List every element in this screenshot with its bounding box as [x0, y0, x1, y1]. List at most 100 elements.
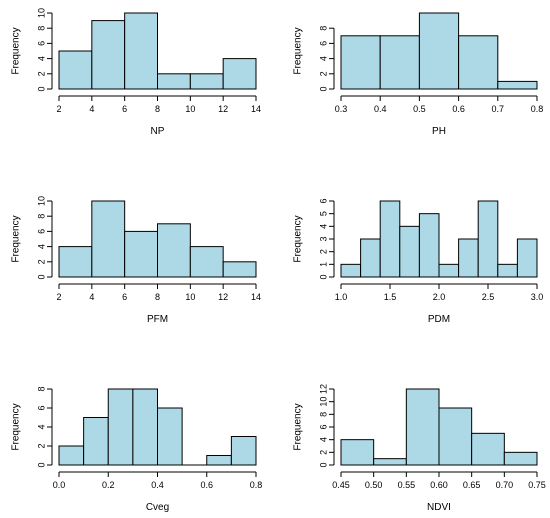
pfm-bar-3 — [157, 223, 191, 278]
ph-y-tick-label: 6 — [318, 41, 328, 46]
pdm-bar-8 — [497, 263, 518, 278]
ndvi-bar-3 — [438, 407, 473, 466]
ndvi-y-tick-label: 8 — [318, 412, 328, 417]
ph-y-tick-label: 8 — [318, 26, 328, 31]
pdm-y-tick-label: 4 — [318, 224, 328, 229]
ndvi-y-tick-label: 12 — [318, 384, 328, 394]
np-bar-4 — [189, 73, 224, 90]
ndvi-x-tick-label: 0.50 — [365, 480, 383, 490]
ph-bar-2 — [418, 12, 460, 90]
cveg-y-axis-title: Frequency — [11, 403, 22, 450]
ph-bar-3 — [458, 35, 499, 90]
cveg-y-tick-label: 2 — [36, 443, 46, 448]
cveg-x-axis-title: Cveg — [146, 502, 169, 513]
cveg-bar-2 — [107, 388, 134, 466]
pfm-bar-1 — [91, 200, 126, 278]
pdm-bar-4 — [418, 213, 440, 278]
ndvi-x-tick-label: 0.60 — [430, 480, 448, 490]
ndvi-x-axis-title: NDVI — [427, 502, 451, 513]
np-bar-2 — [124, 12, 158, 90]
pdm-bar-0 — [340, 263, 362, 278]
ndvi-y-tick-label: 6 — [318, 424, 328, 429]
cveg-x-tick-label: 0.6 — [200, 480, 213, 490]
pdm-bar-3 — [399, 225, 420, 278]
pfm-x-tick-label: 2 — [56, 292, 61, 302]
ph-bar-1 — [379, 35, 420, 90]
np-x-tick-label: 8 — [155, 104, 160, 114]
cveg-bar-1 — [83, 417, 109, 466]
pfm-x-tick-label: 12 — [218, 292, 228, 302]
pdm-bar-6 — [458, 238, 479, 278]
pdm-y-tick-label: 0 — [318, 274, 328, 279]
ndvi-y-tick-label: 4 — [318, 437, 328, 442]
ph-bar-0 — [340, 35, 381, 90]
pfm-y-tick-label: 6 — [36, 229, 46, 234]
ndvi-x-tick-label: 0.45 — [332, 480, 350, 490]
ph-x-tick-label: 0.7 — [492, 104, 505, 114]
pdm-bar-2 — [379, 200, 401, 278]
pfm-y-axis-title: Frequency — [11, 215, 22, 262]
pdm-y-tick-label: 2 — [318, 249, 328, 254]
pdm-bar-7 — [477, 200, 499, 278]
pdm-y-tick-label: 5 — [318, 211, 328, 216]
ndvi-bar-1 — [373, 458, 407, 466]
ndvi-x-tick-label: 0.55 — [398, 480, 416, 490]
pdm-y-tick-label: 3 — [318, 236, 328, 241]
pfm-bar-4 — [189, 246, 224, 278]
pdm-bar-5 — [438, 263, 460, 278]
cveg-y-tick-label: 8 — [36, 386, 46, 391]
ph-x-axis-title: PH — [432, 126, 446, 137]
cveg-y-tick-label: 0 — [36, 462, 46, 467]
pfm-bar-2 — [124, 230, 158, 278]
pfm-y-tick-label: 4 — [36, 244, 46, 249]
cveg-x-tick-label: 0.8 — [250, 480, 263, 490]
ndvi-x-tick-label: 0.65 — [463, 480, 481, 490]
pfm-x-tick-label: 4 — [89, 292, 94, 302]
pdm-y-axis-title: Frequency — [293, 215, 304, 262]
np-x-tick-label: 12 — [218, 104, 228, 114]
pdm-y-tick-label: 6 — [318, 198, 328, 203]
cveg-x-tick-label: 0.0 — [53, 480, 66, 490]
ndvi-y-axis-title: Frequency — [293, 403, 304, 450]
np-y-tick-label: 0 — [36, 86, 46, 91]
ndvi-y-tick-label: 2 — [318, 450, 328, 455]
ph-bar-4 — [497, 80, 538, 90]
ndvi-y-tick-label: 10 — [318, 397, 328, 407]
ph-x-tick-label: 0.8 — [531, 104, 544, 114]
pdm-x-tick-label: 2.0 — [433, 292, 446, 302]
pfm-y-tick-label: 2 — [36, 259, 46, 264]
pfm-x-tick-label: 10 — [185, 292, 195, 302]
pdm-y-tick-label: 1 — [318, 262, 328, 267]
np-x-tick-label: 10 — [185, 104, 195, 114]
np-x-tick-label: 2 — [56, 104, 61, 114]
cveg-bar-7 — [230, 436, 257, 466]
cveg-x-tick-label: 0.2 — [102, 480, 115, 490]
np-y-axis-title: Frequency — [11, 27, 22, 74]
pdm-bar-9 — [516, 238, 538, 278]
pdm-x-tick-label: 1.0 — [335, 292, 348, 302]
pdm-x-tick-label: 3.0 — [531, 292, 544, 302]
ph-x-tick-label: 0.3 — [335, 104, 348, 114]
ndvi-bar-0 — [340, 439, 375, 466]
cveg-bar-6 — [206, 455, 232, 466]
ph-y-tick-label: 4 — [318, 56, 328, 61]
pdm-bar-1 — [360, 238, 381, 278]
ph-y-tick-label: 2 — [318, 71, 328, 76]
pfm-y-tick-label: 0 — [36, 274, 46, 279]
ndvi-bar-2 — [405, 388, 440, 466]
cveg-y-tick-label: 6 — [36, 405, 46, 410]
ndvi-x-tick-label: 0.70 — [496, 480, 514, 490]
np-bar-0 — [58, 50, 93, 90]
ndvi-x-tick-label: 0.75 — [528, 480, 546, 490]
ndvi-y-tick-label: 0 — [318, 462, 328, 467]
cveg-bar-4 — [157, 407, 183, 466]
ph-y-axis-title: Frequency — [293, 27, 304, 74]
np-y-tick-label: 6 — [36, 41, 46, 46]
ph-x-tick-label: 0.6 — [452, 104, 465, 114]
np-bar-3 — [157, 73, 191, 90]
ndvi-bar-4 — [471, 432, 505, 466]
pfm-x-axis-title: PFM — [147, 314, 168, 325]
np-y-tick-label: 4 — [36, 56, 46, 61]
pfm-y-tick-label: 10 — [36, 196, 46, 206]
